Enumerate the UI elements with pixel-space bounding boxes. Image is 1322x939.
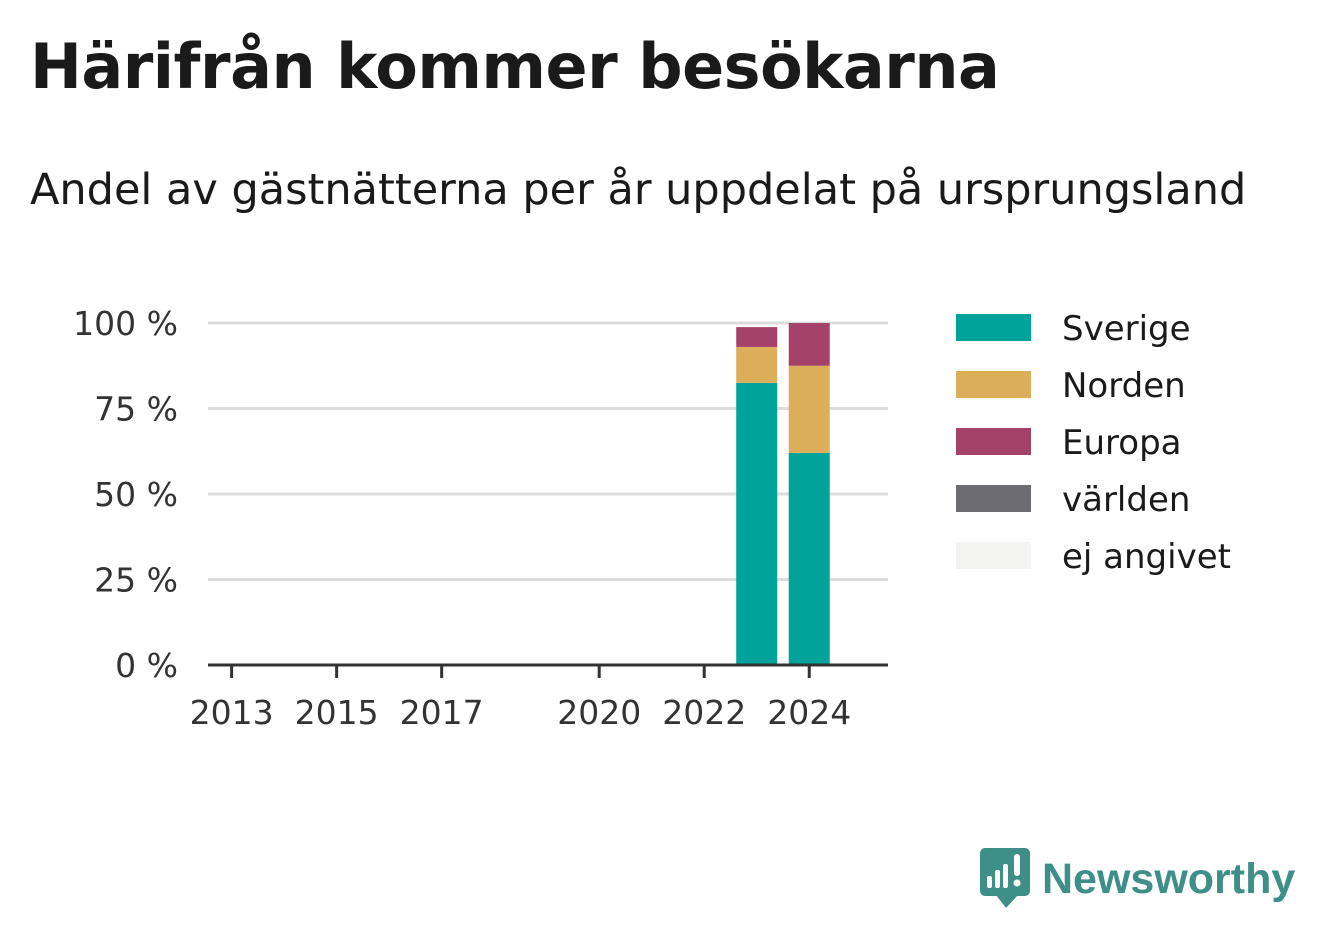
- legend-swatch: [956, 314, 1031, 341]
- legend-swatch: [956, 428, 1031, 455]
- x-tick-label: 2013: [190, 693, 274, 732]
- y-tick-label: 100 %: [73, 304, 178, 343]
- bar-segment-europa: [736, 327, 778, 347]
- y-tick-label: 0 %: [115, 646, 178, 685]
- chart-title: Härifrån kommer besökarna: [30, 30, 1000, 103]
- bar-segment-norden: [736, 346, 778, 383]
- bar-segment-sverige: [788, 452, 830, 665]
- y-tick-label: 25 %: [94, 561, 178, 600]
- chart-subtitle: Andel av gästnätterna per år uppdelat på…: [30, 165, 1247, 215]
- x-tick-label: 2017: [400, 693, 484, 732]
- x-tick-label: 2020: [557, 693, 641, 732]
- bar-segment-norden: [788, 365, 830, 453]
- legend-label: Norden: [1062, 366, 1186, 406]
- x-tick-label: 2024: [767, 693, 851, 732]
- x-tick-label: 2015: [295, 693, 379, 732]
- legend-label: Europa: [1062, 423, 1181, 463]
- x-tick-label: 2022: [662, 693, 746, 732]
- legend-label: ej angivet: [1062, 537, 1231, 577]
- bar-segment-sverige: [736, 382, 778, 665]
- bar-chart-speech-bubble-icon: [980, 848, 1030, 908]
- legend-label: världen: [1062, 480, 1190, 520]
- legend-swatch: [956, 542, 1031, 569]
- legend-swatch: [956, 371, 1031, 398]
- bar-segment-europa: [788, 323, 830, 366]
- newsworthy-logo: Newsworthy: [980, 848, 1295, 910]
- y-tick-label: 75 %: [94, 390, 178, 429]
- y-tick-label: 50 %: [94, 475, 178, 514]
- legend-swatch: [956, 485, 1031, 512]
- logo-text: Newsworthy: [1042, 854, 1296, 903]
- legend-label: Sverige: [1062, 309, 1191, 349]
